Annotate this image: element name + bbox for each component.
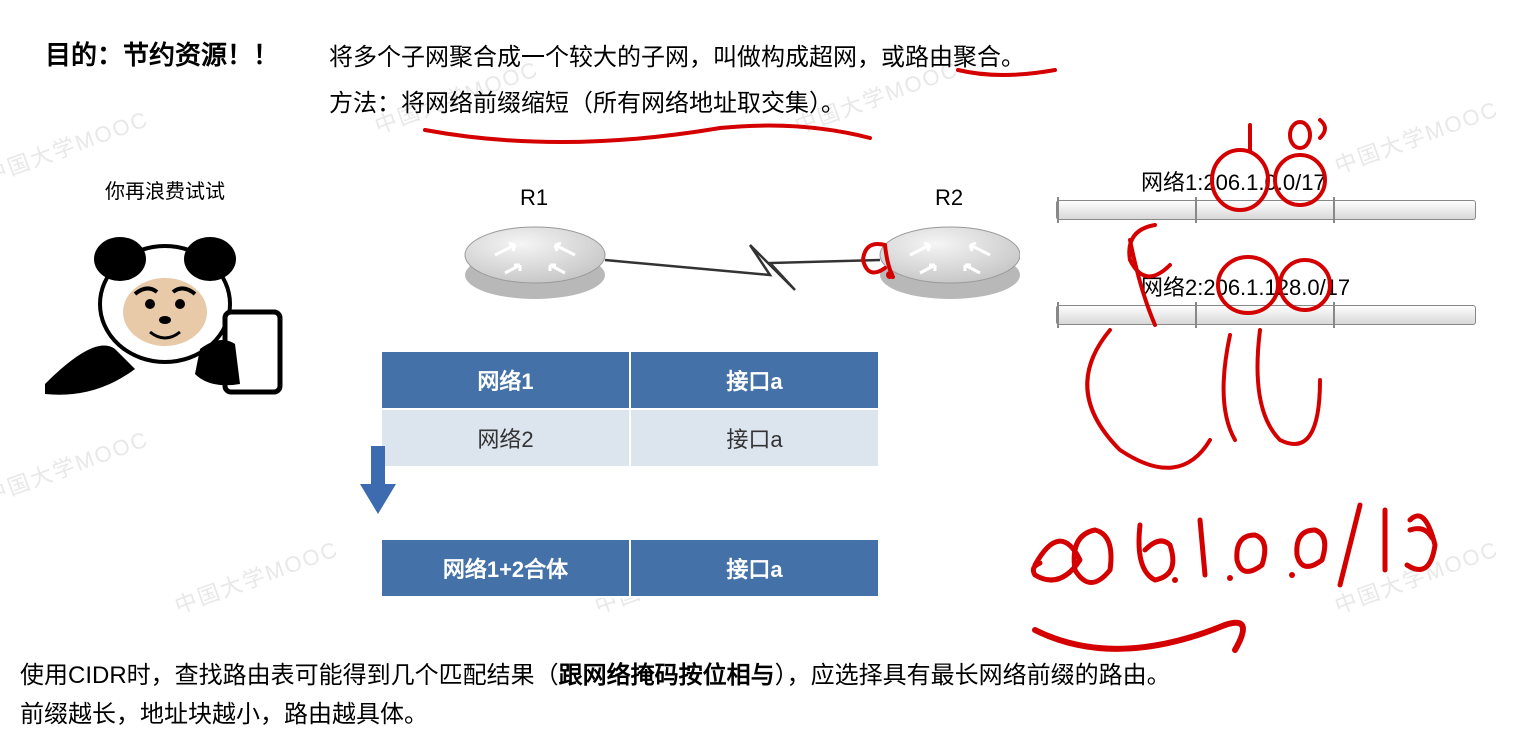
footer-pre: 使用CIDR时，查找路由表可能得到几个匹配结果（ xyxy=(20,662,559,689)
router-r2-label: R2 xyxy=(935,185,963,211)
table-cell: 网络1 xyxy=(381,351,630,409)
description: 将多个子网聚合成一个较大的子网，叫做构成超网，或路由聚合。 方法：将网络前缀缩短… xyxy=(329,35,1025,126)
arrow-down-icon xyxy=(360,446,396,514)
routing-tables: 网络1 接口a 网络2 接口a 网络1+2合体 接口a xyxy=(380,350,880,598)
watermark: 中国大学MOOC xyxy=(0,421,153,510)
desc-line-1: 将多个子网聚合成一个较大的子网，叫做构成超网，或路由聚合。 xyxy=(329,35,1025,81)
table-cell: 接口a xyxy=(630,409,879,467)
table-cell: 网络1+2合体 xyxy=(381,539,630,597)
meme-box: 你再浪费试试 xyxy=(20,175,310,409)
header-row: 目的：节约资源！！ 将多个子网聚合成一个较大的子网，叫做构成超网，或路由聚合。 … xyxy=(45,35,1476,126)
meme-caption: 你再浪费试试 xyxy=(20,175,310,204)
footer-post: ），应选择具有最长网络前缀的路由。 xyxy=(775,662,1171,689)
network-1-label: 网络1:206.1.0.0/17 xyxy=(1141,165,1326,197)
routers-diagram: R1 R2 xyxy=(460,195,1020,335)
watermark: 中国大学MOOC xyxy=(170,531,343,620)
network-2-label: 网络2:206.1.128.0/17 xyxy=(1141,270,1350,302)
table-cell: 接口a xyxy=(630,539,879,597)
network-2-bar xyxy=(1056,305,1476,325)
purpose-title: 目的：节约资源！！ xyxy=(45,35,279,126)
panda-illustration xyxy=(35,234,295,404)
desc-line-2: 方法：将网络前缀缩短（所有网络地址取交集）。 xyxy=(329,81,1025,127)
footer-line-1: 使用CIDR时，查找路由表可能得到几个匹配结果（跟网络掩码按位相与），应选择具有… xyxy=(20,657,1476,695)
table-cell: 网络2 xyxy=(381,409,630,467)
footer-bold: 跟网络掩码按位相与 xyxy=(559,662,775,689)
footer-text: 使用CIDR时，查找路由表可能得到几个匹配结果（跟网络掩码按位相与），应选择具有… xyxy=(20,657,1476,734)
network-1-bar xyxy=(1056,200,1476,220)
table-cell: 接口a xyxy=(630,351,879,409)
footer-line-2: 前缀越长，地址块越小，路由越具体。 xyxy=(20,696,1476,734)
router-r1-label: R1 xyxy=(520,185,548,211)
routing-table-1: 网络1 接口a 网络2 接口a xyxy=(380,350,880,468)
watermark: 中国大学MOOC xyxy=(1330,531,1503,620)
routing-table-merged: 网络1+2合体 接口a xyxy=(380,538,880,598)
